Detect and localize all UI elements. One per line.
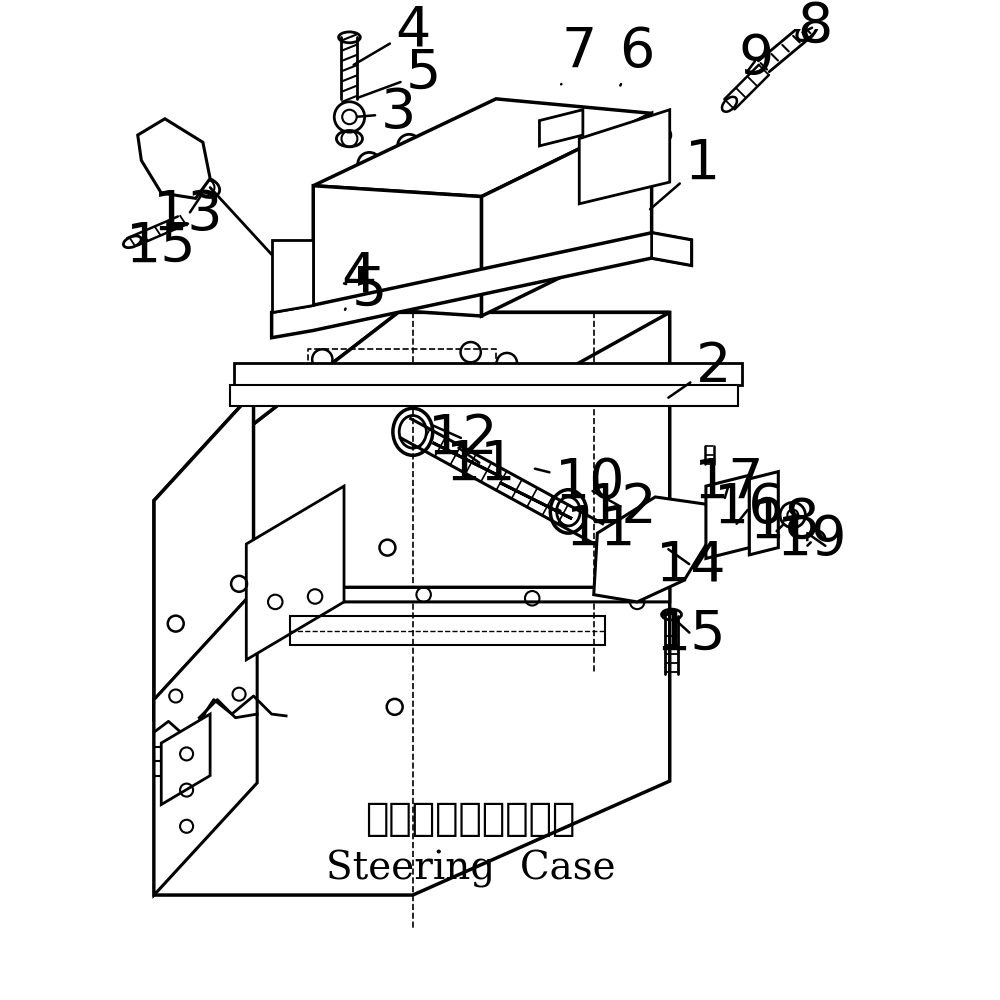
Text: 8: 8 [797, 0, 832, 53]
Polygon shape [154, 312, 670, 718]
Polygon shape [313, 186, 482, 316]
Polygon shape [433, 443, 505, 479]
Polygon shape [138, 119, 210, 198]
Polygon shape [313, 99, 652, 197]
Text: 12: 12 [587, 481, 658, 535]
Text: 15: 15 [656, 607, 727, 661]
Polygon shape [154, 587, 670, 714]
Text: 13: 13 [153, 188, 224, 242]
Polygon shape [272, 233, 691, 338]
Polygon shape [579, 110, 670, 204]
Text: 7: 7 [561, 25, 597, 84]
Text: 2: 2 [668, 340, 731, 398]
Polygon shape [154, 587, 670, 895]
Polygon shape [234, 363, 742, 385]
Text: 14: 14 [656, 539, 727, 593]
Text: 1: 1 [650, 137, 720, 209]
Polygon shape [230, 385, 738, 406]
Text: 5: 5 [344, 264, 387, 318]
Polygon shape [482, 113, 652, 316]
Polygon shape [500, 482, 572, 519]
Polygon shape [749, 472, 778, 555]
Polygon shape [161, 714, 210, 805]
Text: 11: 11 [446, 437, 517, 491]
Polygon shape [539, 110, 583, 146]
Polygon shape [272, 240, 313, 312]
Polygon shape [154, 587, 257, 895]
Text: 16: 16 [714, 481, 785, 535]
Text: 5: 5 [357, 47, 441, 101]
Text: 9: 9 [739, 32, 774, 86]
Text: 3: 3 [358, 86, 416, 140]
Polygon shape [246, 486, 344, 660]
Polygon shape [652, 233, 691, 265]
Text: 12: 12 [428, 412, 499, 466]
Text: 11: 11 [556, 503, 636, 557]
Text: 4: 4 [354, 3, 430, 65]
Text: 18: 18 [750, 495, 821, 549]
Text: 15: 15 [126, 220, 197, 274]
Polygon shape [706, 475, 749, 558]
Polygon shape [594, 497, 713, 602]
Text: 4: 4 [341, 249, 376, 310]
Polygon shape [154, 392, 254, 718]
Text: ステアリングケース
Steering  Case: ステアリングケース Steering Case [326, 801, 615, 888]
Text: 19: 19 [777, 513, 848, 567]
Text: 6: 6 [619, 25, 655, 86]
Text: 17: 17 [694, 455, 765, 509]
Polygon shape [154, 312, 670, 501]
Text: 10: 10 [535, 455, 625, 509]
